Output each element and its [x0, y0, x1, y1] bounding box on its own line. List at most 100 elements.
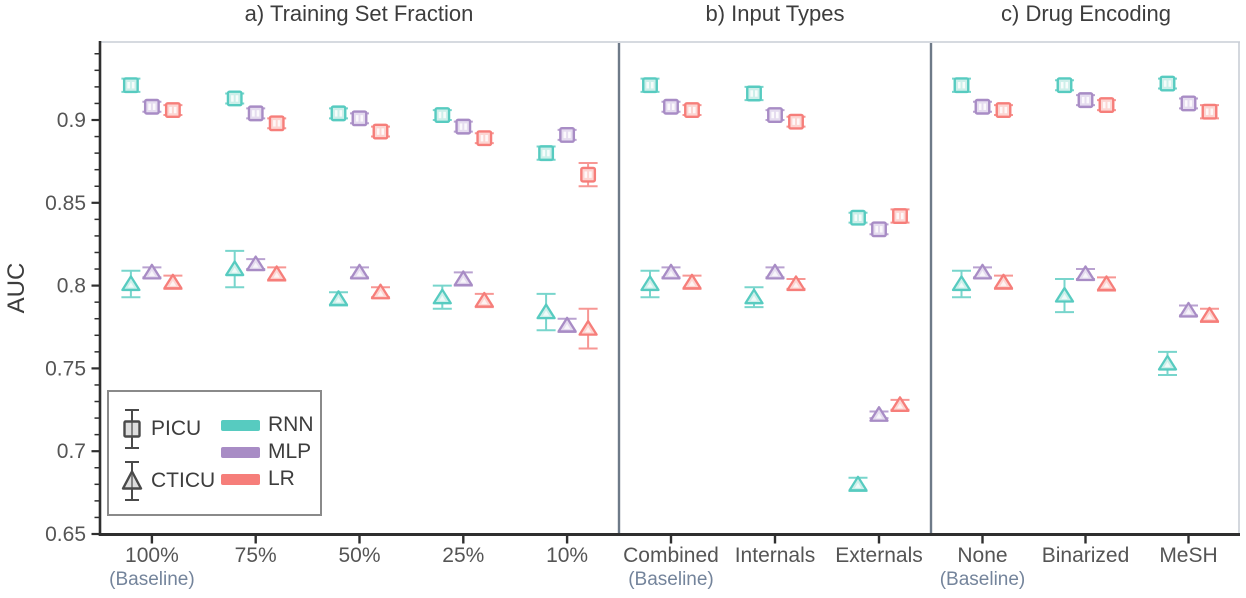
square-marker [1180, 95, 1197, 112]
x-tick-label: None [957, 544, 1007, 567]
picu-square-marker-icon [123, 409, 141, 449]
cticu-triangle-marker-icon [121, 461, 143, 501]
square-marker [226, 90, 243, 107]
legend-label-mlp: MLP [268, 440, 312, 463]
x-tick-label: 50% [338, 544, 380, 567]
picu-lr-point [267, 115, 287, 132]
square-marker [892, 208, 908, 224]
baseline-note: (Baseline) [628, 569, 714, 590]
picu-lr-point [163, 102, 183, 119]
square-marker [455, 118, 472, 135]
picu-mlp-point [350, 110, 369, 127]
cticu-rnn-point [1054, 277, 1075, 314]
y-tick-label: 0.8 [57, 275, 86, 298]
cticu-rnn-point [1157, 350, 1178, 377]
x-tick-label: Combined [623, 544, 719, 567]
picu-mlp-point [453, 118, 473, 135]
cticu-rnn-point [536, 292, 556, 332]
legend: PICU CTICU RNN MLP LR [107, 390, 322, 516]
cticu-lr-point [1199, 306, 1220, 324]
cticu-rnn-point [225, 249, 245, 289]
panel-title-b: b) Input Types [705, 1, 845, 26]
panel-c: None(Baseline) Binarized MeSH [940, 75, 1220, 590]
square-marker [164, 102, 181, 119]
legend-label-lr: LR [268, 467, 295, 490]
picu-rnn-point [640, 77, 660, 94]
picu-rnn-point [1055, 77, 1074, 94]
picu-lr-point [371, 123, 390, 140]
picu-mlp-point [661, 98, 681, 115]
square-marker [663, 98, 679, 115]
cticu-rnn-point [121, 269, 141, 299]
square-marker [995, 102, 1012, 119]
picu-lr-point [890, 208, 910, 224]
cticu-lr-point [1096, 275, 1117, 292]
cticu-lr-point [682, 273, 702, 290]
picu-rnn-point [744, 85, 764, 102]
picu-mlp-point [765, 107, 785, 123]
legend-label-picu: PICU [151, 417, 202, 440]
cticu-mlp-point [661, 263, 681, 280]
square-marker [953, 77, 970, 94]
square-marker [580, 166, 597, 183]
cticu-rnn-point [744, 286, 764, 309]
cticu-lr-point [267, 265, 287, 282]
picu-rnn-point [848, 209, 868, 226]
square-marker [974, 98, 991, 115]
square-marker [538, 145, 555, 162]
x-tick-label: Binarized [1042, 544, 1130, 567]
square-marker [746, 85, 762, 102]
picu-lr-point [786, 113, 806, 130]
square-marker [351, 110, 368, 127]
lr-color-swatch [221, 474, 260, 485]
cticu-mlp-point [765, 263, 785, 280]
x-tick-label: 25% [442, 544, 484, 567]
cticu-lr-point [786, 275, 806, 292]
picu-rnn-point [121, 77, 141, 94]
square-marker [434, 107, 451, 123]
picu-lr-point [994, 102, 1013, 119]
square-marker [247, 105, 264, 122]
baseline-note: (Baseline) [940, 569, 1026, 590]
cticu-rnn-point [951, 269, 972, 299]
square-marker [850, 209, 866, 226]
cticu-mlp-point [246, 255, 266, 272]
square-marker [268, 115, 285, 132]
picu-rnn-point [1158, 75, 1177, 92]
y-axis-title: AUC [3, 262, 30, 314]
square-marker [684, 102, 700, 119]
square-marker [788, 113, 804, 130]
square-marker [122, 77, 139, 94]
picu-lr-point [474, 130, 494, 147]
picu-rnn-point [432, 107, 452, 123]
legend-label-rnn: RNN [268, 413, 314, 436]
picu-mlp-point [1076, 92, 1095, 109]
cticu-lr-point [890, 396, 910, 412]
cticu-mlp-point [1178, 301, 1199, 318]
cticu-mlp-point [453, 270, 473, 287]
square-marker [1077, 92, 1094, 109]
picu-rnn-point [536, 145, 556, 162]
picu-mlp-point [1179, 95, 1198, 112]
x-tick-label: 75% [235, 544, 277, 567]
cticu-lr-point [993, 273, 1014, 290]
picu-lr-point [578, 162, 598, 188]
square-marker [871, 221, 887, 238]
picu-lr-point [1200, 103, 1219, 120]
x-tick-label: Externals [835, 544, 923, 567]
panel-b: Combined(Baseline) Internals Externals [623, 77, 923, 590]
panel-title-c: c) Drug Encoding [1001, 1, 1171, 26]
cticu-mlp-point [1075, 265, 1096, 282]
picu-mlp-point [142, 98, 162, 115]
picu-mlp-point [869, 221, 889, 238]
square-marker [642, 77, 658, 94]
square-marker [476, 130, 493, 147]
picu-lr-point [682, 102, 702, 119]
cticu-rnn-point [848, 475, 868, 492]
cticu-rnn-point [640, 269, 660, 299]
square-marker [767, 107, 783, 123]
square-marker [330, 105, 347, 122]
picu-rnn-point [225, 90, 245, 107]
